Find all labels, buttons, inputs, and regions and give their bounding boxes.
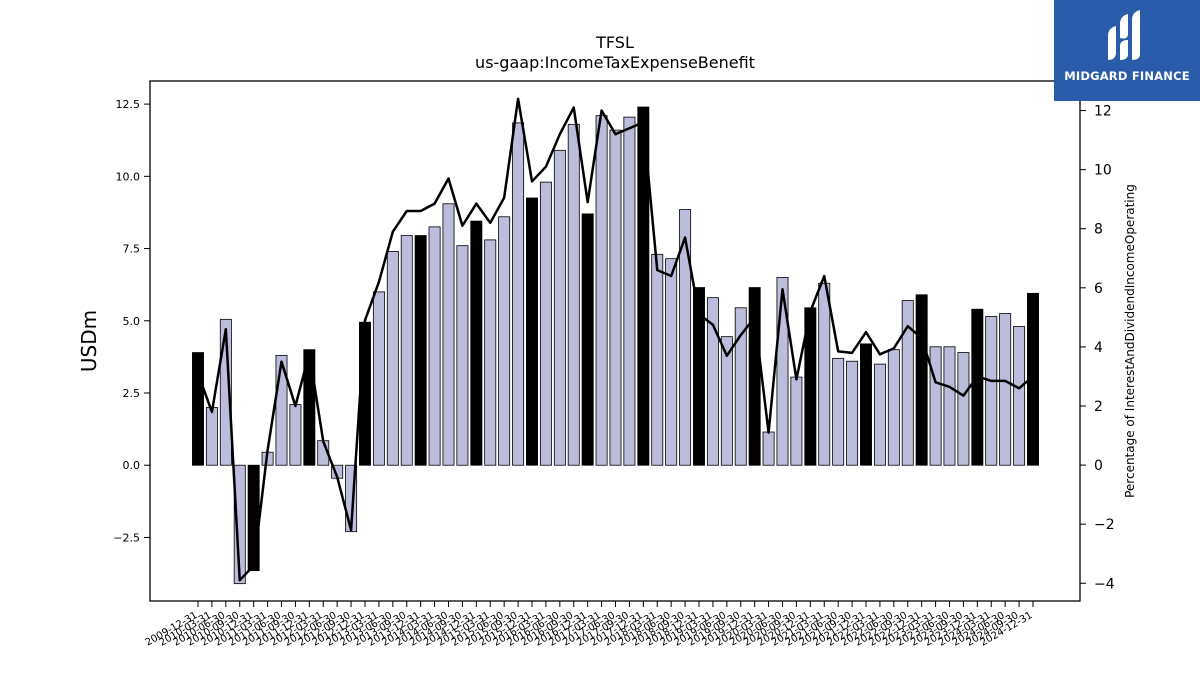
- y-tick-label: 5.0: [123, 315, 141, 328]
- y2-tick-label: 12: [1094, 104, 1112, 120]
- bar: [192, 352, 204, 466]
- bar: [581, 213, 594, 466]
- bar: [901, 300, 914, 466]
- y-tick-label: 10.0: [116, 170, 141, 183]
- y-tick-label: 7.5: [123, 243, 141, 256]
- bar: [832, 357, 845, 466]
- y-tick-label: 0.0: [123, 459, 141, 472]
- chart-subtitle: us-gaap:IncomeTaxExpenseBenefit: [475, 53, 755, 72]
- bar: [205, 407, 218, 466]
- bar: [275, 355, 288, 466]
- bar: [734, 307, 747, 466]
- y2-tick-label: 0: [1094, 458, 1103, 474]
- bar: [873, 363, 886, 466]
- y2-tick-label: 10: [1094, 163, 1112, 179]
- bar: [637, 106, 650, 466]
- y-tick-label: −2.5: [113, 531, 140, 544]
- bar: [860, 343, 872, 466]
- bar: [539, 181, 552, 466]
- bar: [233, 464, 246, 585]
- bar: [1027, 292, 1039, 466]
- bar: [929, 346, 942, 466]
- bar: [971, 308, 984, 466]
- bar: [720, 336, 733, 466]
- bar: [567, 123, 580, 466]
- bar: [372, 291, 385, 466]
- bar: [762, 431, 775, 466]
- bar: [943, 346, 956, 466]
- bar: [999, 313, 1012, 466]
- y2-tick-label: −2: [1094, 517, 1115, 533]
- plot-frame: [149, 80, 1081, 602]
- y-axis-ticks: −2.5 0.0 2.5 5.0 7.5 10.0 12.5: [113, 98, 150, 544]
- bar: [804, 307, 817, 466]
- y2-tick-label: 4: [1094, 340, 1103, 356]
- bar: [651, 253, 664, 466]
- bar: [887, 349, 900, 466]
- bar: [553, 149, 566, 466]
- y-tick-label: 12.5: [116, 98, 141, 111]
- bar: [456, 245, 469, 466]
- y2-tick-label: 2: [1094, 399, 1103, 415]
- bar: [470, 220, 483, 466]
- bar: [484, 239, 497, 466]
- bar: [442, 203, 455, 466]
- line-layer: [196, 97, 1034, 582]
- bar: [595, 115, 608, 466]
- bars-layer: [192, 106, 1039, 585]
- bar: [428, 226, 441, 466]
- bar: [289, 404, 302, 466]
- bar: [512, 122, 525, 466]
- bar: [846, 360, 859, 466]
- bar: [915, 294, 928, 466]
- bar: [386, 251, 399, 466]
- bar: [693, 287, 705, 466]
- bar: [219, 318, 232, 466]
- bar: [526, 197, 538, 466]
- bar: [345, 464, 358, 533]
- bar: [400, 235, 413, 466]
- pct-series-line: [196, 97, 1034, 582]
- midgard-finance-logo: MIDGARD FINANCE: [1054, 0, 1200, 101]
- x-axis-ticks: 2009-12-312010-03-312010-06-302010-09-30…: [144, 601, 1035, 649]
- bar: [957, 352, 970, 466]
- y-axis-label: USDm: [77, 310, 101, 372]
- bar: [748, 287, 761, 466]
- bar: [985, 316, 998, 466]
- bar: [665, 258, 678, 466]
- y2-tick-label: 8: [1094, 222, 1103, 238]
- y-tick-label: 2.5: [123, 387, 141, 400]
- bar: [247, 464, 260, 572]
- y2-axis-ticks: −4 −2 0 2 4 6 8 10 12: [1080, 104, 1115, 592]
- bar: [706, 297, 719, 466]
- logo-wordmark: MIDGARD FINANCE: [1064, 69, 1190, 83]
- bar: [790, 376, 803, 466]
- bar: [679, 209, 692, 466]
- bar: [609, 129, 622, 466]
- y2-tick-label: −4: [1094, 576, 1115, 592]
- bar: [1013, 326, 1026, 466]
- bar: [498, 216, 511, 466]
- bar: [414, 235, 427, 466]
- bar: [303, 349, 316, 466]
- y2-tick-label: 6: [1094, 281, 1103, 297]
- bar: [818, 282, 831, 466]
- midgard-logo-icon: [1108, 10, 1140, 60]
- bar: [623, 116, 636, 466]
- bar: [776, 277, 789, 466]
- chart-title: TFSL: [595, 33, 634, 52]
- y2-axis-label: Percentage of InterestAndDividendIncomeO…: [1123, 184, 1137, 498]
